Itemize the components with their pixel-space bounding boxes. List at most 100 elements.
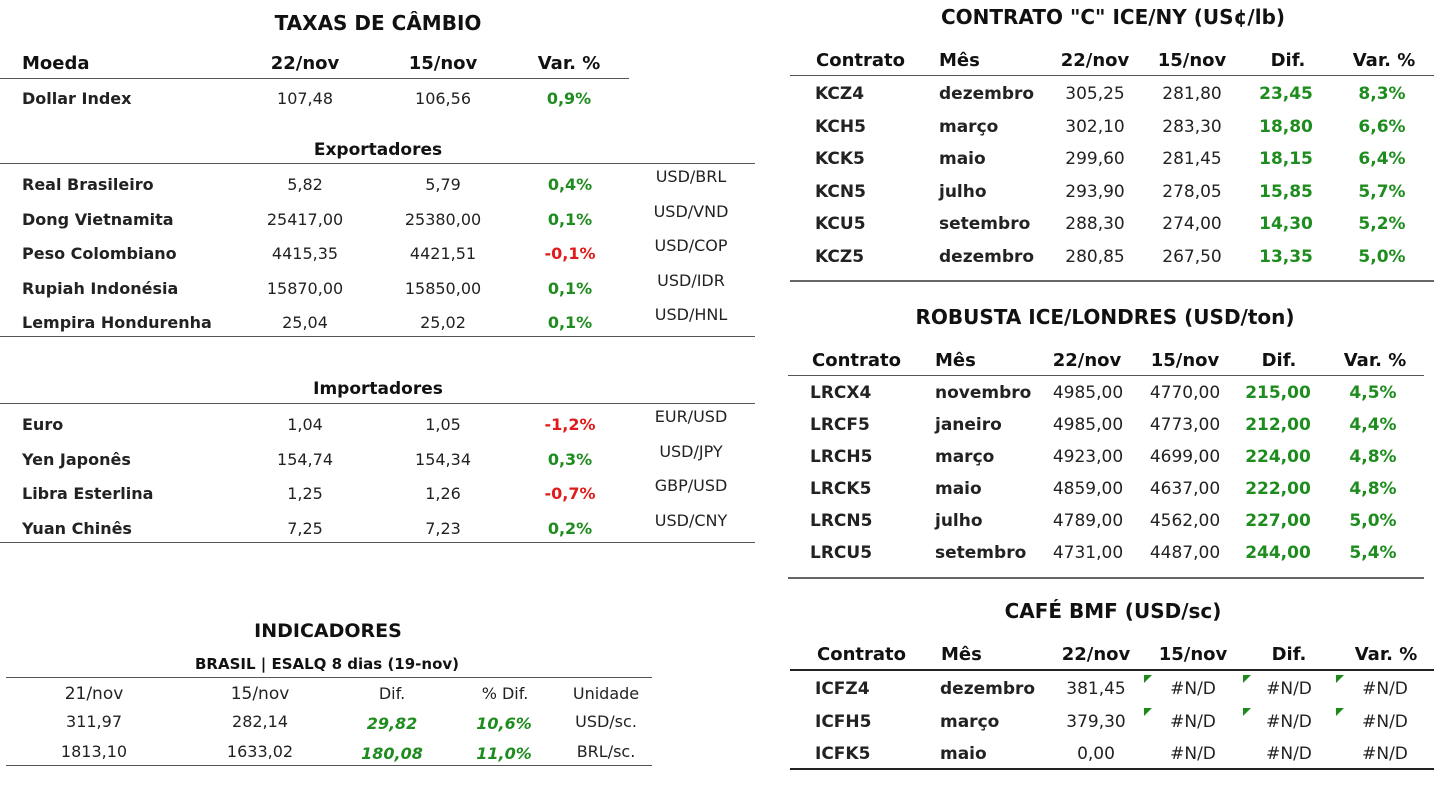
contract-month: dezembro <box>939 84 1035 104</box>
dollar-index-name: Dollar Index <box>22 89 132 108</box>
currency-pair: EUR/USD <box>654 407 728 426</box>
contract-code: KCK5 <box>815 149 865 170</box>
exportadores-title: Exportadores <box>313 140 443 160</box>
contract-value-22nov: 4789,00 <box>1052 511 1124 531</box>
contract-var: 5,0% <box>1358 247 1406 267</box>
contract-value-22nov: 299,60 <box>1065 149 1125 170</box>
contract-var: 4,4% <box>1349 415 1397 435</box>
contract-code: LRCN5 <box>810 511 873 531</box>
taxas-header-15nov: 15/nov <box>408 53 478 74</box>
contract-code: ICFZ4 <box>815 679 870 699</box>
bmf-header-22nov: 22/nov <box>1061 644 1131 665</box>
indicador-21nov: 311,97 <box>66 712 122 731</box>
indicadores-header-unidade: Unidade <box>572 684 640 703</box>
contract-value-15nov: 281,45 <box>1162 149 1222 170</box>
indicadores-bottom-rule <box>6 765 652 766</box>
contract-var: 4,5% <box>1349 383 1397 403</box>
dollar-index-v1: 107,48 <box>277 89 333 108</box>
contract-month: setembro <box>935 543 1027 563</box>
currency-pair: USD/HNL <box>654 305 728 324</box>
taxas-header-moeda: Moeda <box>22 53 90 74</box>
contrato_c-header-mes: Mês <box>939 50 980 71</box>
contract-value-22nov: 293,90 <box>1065 181 1125 202</box>
currency-pair: USD/VND <box>653 201 729 221</box>
currency-name: Rupiah Indonésia <box>22 278 179 298</box>
indicadores-header-15nov: 15/nov <box>230 684 290 704</box>
currency-pair: USD/JPY <box>659 441 723 461</box>
contract-code: LRCH5 <box>810 447 873 467</box>
contract-var: 4,8% <box>1349 479 1397 499</box>
contract-value-22nov: 4985,00 <box>1052 415 1124 435</box>
currency-name: Yen Japonês <box>22 449 131 469</box>
contract-var: #N/D <box>1362 711 1408 732</box>
contract-month: março <box>939 116 999 137</box>
contract-dif: #N/D <box>1266 679 1312 699</box>
dollar-index-v2: 106,56 <box>415 89 471 108</box>
contract-code: KCU5 <box>815 214 866 235</box>
contrato_c-header-22nov: 22/nov <box>1060 50 1130 71</box>
currency-var: 0,2% <box>547 518 593 538</box>
robusta-header-mes: Mês <box>935 350 976 371</box>
contract-value-22nov: 280,85 <box>1065 247 1125 267</box>
contract-value-22nov: 4923,00 <box>1052 447 1124 467</box>
currency-value-15nov: 1,26 <box>425 484 461 503</box>
contract-dif: 18,15 <box>1259 149 1313 170</box>
cell-comment-marker-icon <box>1336 707 1344 716</box>
contract-value-15nov: 4699,00 <box>1149 447 1221 467</box>
taxas-header-rule <box>0 78 629 79</box>
contract-month: maio <box>940 744 987 764</box>
currency-value-22nov: 7,25 <box>287 518 323 538</box>
bmf-header-dif: Dif. <box>1271 644 1307 665</box>
contract-dif: 23,45 <box>1259 84 1313 104</box>
currency-name: Euro <box>22 415 64 434</box>
contract-value-22nov: 0,00 <box>1077 744 1115 764</box>
bmf-header-15nov: 15/nov <box>1158 644 1228 665</box>
contract-var: 5,7% <box>1358 181 1406 202</box>
exportadores-top-rule <box>0 163 755 164</box>
indicadores-subtitle: BRASIL | ESALQ 8 dias (19-nov) <box>194 655 460 673</box>
contract-value-22nov: 4859,00 <box>1052 479 1124 499</box>
contract-code: ICFK5 <box>815 744 871 764</box>
currency-value-15nov: 4421,51 <box>409 244 477 263</box>
currency-pair: USD/CNY <box>654 510 728 530</box>
contract-month: maio <box>939 149 986 170</box>
indicador-dif: 29,82 <box>366 714 418 733</box>
bmf-bottom-rule <box>790 768 1434 770</box>
currency-value-22nov: 15870,00 <box>266 278 344 298</box>
currency-name: Dong Vietnamita <box>22 209 174 229</box>
contract-var: 8,3% <box>1358 84 1406 104</box>
contract-value-22nov: 288,30 <box>1065 214 1125 235</box>
contract-month: dezembro <box>939 247 1035 267</box>
cell-comment-marker-icon <box>1243 707 1251 716</box>
currency-pair: GBP/USD <box>654 476 728 495</box>
contract-dif: 18,80 <box>1259 116 1313 137</box>
currency-name: Lempira Hondurenha <box>22 313 212 332</box>
contract-value-15nov: 274,00 <box>1162 214 1222 235</box>
indicador-unidade: USD/sc. <box>575 712 637 731</box>
taxas-header-22nov: 22/nov <box>270 53 340 74</box>
contract-dif: #N/D <box>1266 711 1312 732</box>
indicadores-header-21nov: 21/nov <box>64 684 124 704</box>
contract-code: KCZ5 <box>815 247 865 267</box>
contract-value-15nov: #N/D <box>1170 744 1216 764</box>
importadores-title: Importadores <box>313 379 443 399</box>
cell-comment-marker-icon <box>1144 707 1152 716</box>
contract-month: dezembro <box>940 679 1036 699</box>
currency-value-22nov: 1,04 <box>287 415 323 434</box>
currency-name: Real Brasileiro <box>22 175 154 194</box>
indicador-pct: 10,6% <box>476 714 532 733</box>
currency-value-22nov: 25,04 <box>282 313 328 332</box>
contract-value-22nov: 4731,00 <box>1052 543 1124 563</box>
indicador-dif: 180,08 <box>361 744 423 763</box>
bmf-title: CAFÉ BMF (USD/sc) <box>1004 599 1222 623</box>
contract-month: setembro <box>939 214 1031 235</box>
taxas-header-var: Var. % <box>537 53 601 74</box>
indicador-unidade: BRL/sc. <box>576 742 636 761</box>
contract-dif: #N/D <box>1266 744 1312 764</box>
contract-dif: 15,85 <box>1259 181 1313 202</box>
currency-var: 0,4% <box>547 175 593 194</box>
contract-month: novembro <box>935 383 1032 403</box>
contract-value-15nov: 278,05 <box>1162 181 1222 202</box>
contract-value-22nov: 305,25 <box>1065 84 1125 104</box>
currency-value-15nov: 7,23 <box>425 518 461 538</box>
